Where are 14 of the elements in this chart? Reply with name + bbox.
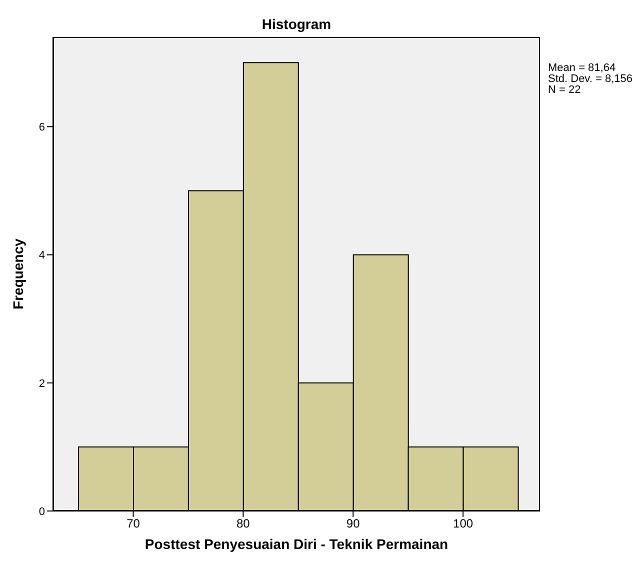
y-tick-label: 4	[38, 250, 45, 262]
x-tick-label: 80	[236, 516, 250, 531]
y-tick-label: 2	[38, 378, 45, 390]
chart-title: Histogram	[260, 16, 332, 32]
x-tick-label: 90	[346, 516, 360, 531]
x-axis-title: Posttest Penyesuaian Diri - Teknik Permainan	[144, 536, 450, 552]
y-tick-label: 0	[38, 506, 45, 518]
y-axis-title: Frequency	[10, 238, 26, 310]
text: Mean = 81,64	[548, 62, 617, 74]
text: Std. Dev. = 8,156	[548, 73, 632, 85]
x-tick-label: 100	[453, 516, 474, 531]
text: N = 22	[548, 84, 582, 96]
y-tick-label: 6	[38, 122, 45, 134]
x-tick-label: 70	[126, 516, 140, 531]
